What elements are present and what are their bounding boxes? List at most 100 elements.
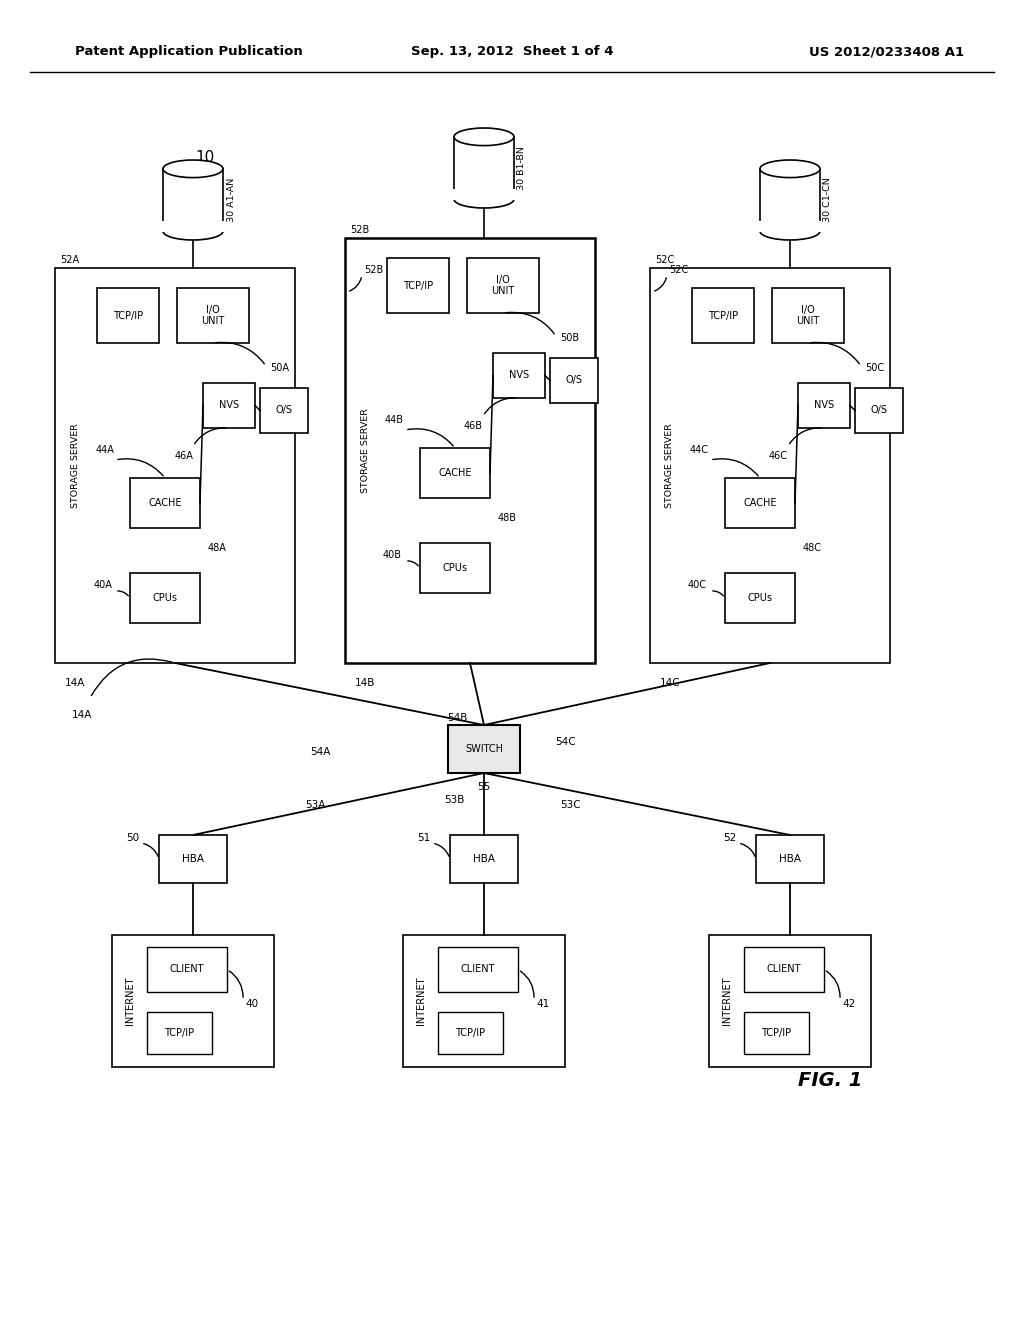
Bar	[97, 288, 159, 343]
Text: 50: 50	[126, 833, 139, 843]
Bar	[55, 268, 295, 663]
Bar	[760, 169, 820, 231]
Text: CPUs: CPUs	[442, 564, 468, 573]
Text: 44B: 44B	[385, 414, 404, 425]
Bar	[493, 352, 545, 399]
Text: TCP/IP: TCP/IP	[708, 310, 738, 321]
Bar	[147, 946, 227, 993]
Text: HBA: HBA	[182, 854, 204, 865]
Text: 52B: 52B	[350, 224, 370, 235]
Bar	[454, 137, 514, 199]
Text: TCP/IP: TCP/IP	[165, 1028, 195, 1038]
Bar	[450, 836, 518, 883]
Text: 10: 10	[195, 150, 214, 165]
Bar	[260, 388, 308, 433]
Text: HBA: HBA	[473, 854, 495, 865]
Text: 40C: 40C	[688, 579, 707, 590]
Bar	[744, 946, 824, 993]
Text: 14A: 14A	[65, 678, 85, 688]
Text: 14C: 14C	[660, 678, 681, 688]
Ellipse shape	[163, 222, 223, 240]
Bar	[759, 222, 821, 232]
Text: O/S: O/S	[565, 375, 583, 385]
Text: STORAGE SERVER: STORAGE SERVER	[71, 424, 80, 508]
Text: 46C: 46C	[769, 451, 788, 461]
Text: 54A: 54A	[310, 747, 331, 756]
Bar	[467, 257, 539, 313]
Text: CPUs: CPUs	[153, 593, 177, 603]
Bar	[387, 257, 449, 313]
Text: 52C: 52C	[669, 265, 688, 275]
Bar	[453, 189, 515, 201]
Text: 50A: 50A	[270, 363, 289, 374]
Text: I/O
UNIT: I/O UNIT	[492, 275, 515, 296]
Text: SWITCH: SWITCH	[465, 744, 503, 754]
Text: 40: 40	[245, 999, 258, 1008]
Text: 48A: 48A	[208, 543, 227, 553]
Text: NVS: NVS	[509, 371, 529, 380]
Text: INTERNET: INTERNET	[722, 977, 732, 1026]
Text: STORAGE SERVER: STORAGE SERVER	[360, 408, 370, 492]
Bar	[650, 268, 890, 663]
Text: CACHE: CACHE	[148, 498, 181, 508]
Text: 40A: 40A	[93, 579, 112, 590]
Text: US 2012/0233408 A1: US 2012/0233408 A1	[809, 45, 964, 58]
Text: 30 B1-BN: 30 B1-BN	[517, 147, 526, 190]
Bar	[449, 725, 520, 774]
Bar	[420, 543, 490, 593]
Bar	[203, 383, 255, 428]
Bar	[550, 358, 598, 403]
Text: TCP/IP: TCP/IP	[456, 1028, 485, 1038]
Text: I/O
UNIT: I/O UNIT	[797, 305, 819, 326]
Text: STORAGE SERVER: STORAGE SERVER	[666, 424, 675, 508]
Text: TCP/IP: TCP/IP	[113, 310, 143, 321]
Text: 54C: 54C	[555, 737, 575, 747]
Text: FIG. 1: FIG. 1	[798, 1071, 862, 1089]
Bar	[725, 478, 795, 528]
Bar	[438, 946, 518, 993]
Text: CACHE: CACHE	[743, 498, 777, 508]
Text: CLIENT: CLIENT	[170, 965, 204, 974]
Text: HBA: HBA	[779, 854, 801, 865]
Text: 50C: 50C	[865, 363, 884, 374]
Text: 44A: 44A	[95, 445, 114, 455]
Text: 51: 51	[417, 833, 430, 843]
Text: 53B: 53B	[444, 795, 465, 805]
Text: Sep. 13, 2012  Sheet 1 of 4: Sep. 13, 2012 Sheet 1 of 4	[411, 45, 613, 58]
Text: CPUs: CPUs	[748, 593, 772, 603]
Text: TCP/IP: TCP/IP	[402, 281, 433, 290]
Ellipse shape	[760, 160, 820, 178]
Text: 14A: 14A	[72, 710, 92, 719]
Bar	[772, 288, 844, 343]
Text: 44C: 44C	[690, 445, 709, 455]
Bar	[692, 288, 754, 343]
Text: O/S: O/S	[870, 405, 888, 416]
Text: 52: 52	[723, 833, 736, 843]
Ellipse shape	[454, 128, 514, 145]
Bar	[798, 383, 850, 428]
Bar	[163, 169, 223, 231]
Text: NVS: NVS	[814, 400, 835, 411]
Bar	[709, 935, 871, 1067]
Bar	[147, 1012, 212, 1053]
Text: 48B: 48B	[498, 513, 517, 523]
Text: 46A: 46A	[174, 451, 193, 461]
Text: O/S: O/S	[275, 405, 293, 416]
Text: CLIENT: CLIENT	[461, 965, 496, 974]
Bar	[420, 447, 490, 498]
Text: INTERNET: INTERNET	[416, 977, 426, 1026]
Bar	[855, 388, 903, 433]
Text: 40B: 40B	[383, 550, 402, 560]
Text: INTERNET: INTERNET	[125, 977, 135, 1026]
Text: 41: 41	[536, 999, 549, 1008]
Text: 50B: 50B	[560, 333, 580, 343]
Text: CLIENT: CLIENT	[767, 965, 801, 974]
Text: TCP/IP: TCP/IP	[762, 1028, 792, 1038]
Ellipse shape	[454, 190, 514, 209]
Text: 52C: 52C	[655, 255, 674, 265]
Text: 42: 42	[842, 999, 855, 1008]
Bar	[162, 222, 224, 232]
Bar	[345, 238, 595, 663]
Text: 52B: 52B	[364, 265, 383, 275]
Text: Patent Application Publication: Patent Application Publication	[75, 45, 303, 58]
